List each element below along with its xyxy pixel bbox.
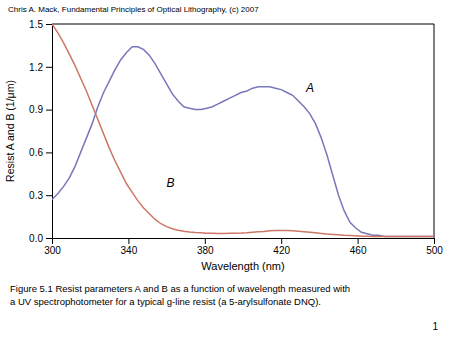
x-tick-label: 500 [426,245,443,256]
y-tick-mark [46,67,52,68]
y-tick: 1.5 [29,19,52,30]
x-tick-label: 420 [273,245,290,256]
plot: 300 340 380 420 460 500 0.0 0.3 0.6 0.9 1.2 1.5 A B Wa… [4,19,443,272]
x-tick: 300 [44,238,61,256]
y-tick-label: 0.6 [29,147,43,158]
x-tick-mark [281,238,282,244]
caption: a UV spectrophotometer for a typical g-l… [10,296,321,307]
y-tick-label: 0.0 [29,233,43,244]
y-tick-mark [46,152,52,153]
y-tick-label: 0.3 [29,190,43,201]
y-tick: 0.0 [29,233,52,244]
y-axis: 0.0 0.3 0.6 0.9 1.2 1.5 [29,19,52,244]
annotation: B [167,176,175,190]
x-axis-title: Wavelength (nm) [201,260,284,272]
x-tick: 340 [121,238,138,256]
y-tick: 0.6 [29,147,52,158]
page-number: 1 [432,321,438,332]
y-tick: 0.9 [29,104,52,115]
x-tick-label: 340 [121,245,138,256]
x-tick-label: 460 [350,245,367,256]
y-tick-mark [46,195,52,196]
header: Chris A. Mack, Fundamental Principles of… [8,5,259,14]
x-axis-line [53,239,435,245]
lines [52,24,434,237]
x-tick-mark [128,238,129,244]
x-tick-label: 380 [197,245,214,256]
x-tick-mark [358,238,359,244]
x-tick-label: 300 [44,245,61,256]
x-tick: 500 [426,238,443,256]
y-tick-mark [46,238,52,239]
x-tick-mark [205,238,206,244]
caption: Figure 5.1 Resist parameters A and B as … [10,283,350,294]
y-tick-mark [46,24,52,25]
series-line [52,47,434,237]
y-tick-label: 0.9 [29,104,43,115]
x-tick: 380 [197,238,214,256]
chart: Chris A. Mack, Fundamental Principles of… [0,0,450,338]
y-axis-line [46,25,53,239]
y-tick-label: 1.2 [29,62,43,73]
x-tick: 460 [350,238,367,256]
x-tick: 420 [273,238,290,256]
x-tick-mark [434,238,435,244]
y-tick-mark [46,110,52,111]
x-axis: 300 340 380 420 460 500 [44,238,443,256]
frame [434,24,435,238]
annotation: A [305,81,314,95]
y-tick: 1.2 [29,62,52,73]
series-line [52,24,434,237]
y-tick-label: 1.5 [29,19,43,30]
frame [52,24,434,25]
y-tick: 0.3 [29,190,52,201]
y-axis-title: Resist A and B (1/μm) [4,80,16,182]
